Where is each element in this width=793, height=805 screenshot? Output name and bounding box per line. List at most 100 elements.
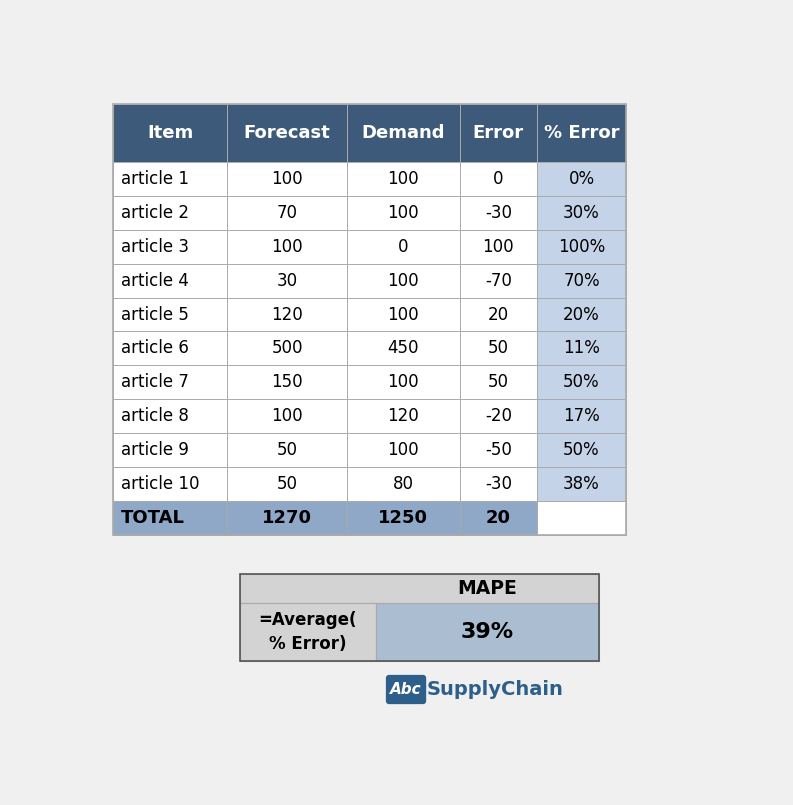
Text: 11%: 11%: [563, 340, 600, 357]
Text: article 4: article 4: [121, 271, 189, 290]
Text: article 3: article 3: [121, 237, 189, 256]
Bar: [347, 105, 459, 162]
Bar: [227, 162, 347, 196]
Text: 100: 100: [271, 170, 303, 188]
Text: 150: 150: [271, 374, 303, 391]
Bar: [537, 332, 626, 365]
Text: Abc: Abc: [390, 682, 422, 697]
Text: 100: 100: [271, 407, 303, 425]
Text: 50%: 50%: [563, 441, 600, 459]
Bar: [459, 365, 537, 399]
Text: 0: 0: [398, 237, 408, 256]
Bar: [459, 433, 537, 467]
Bar: [537, 365, 626, 399]
Text: 0%: 0%: [569, 170, 595, 188]
Bar: [347, 467, 459, 501]
Text: 70%: 70%: [563, 271, 600, 290]
Text: 20%: 20%: [563, 306, 600, 324]
Text: article 2: article 2: [121, 204, 189, 222]
Bar: [113, 229, 227, 264]
Text: -50: -50: [485, 441, 511, 459]
Bar: [459, 162, 537, 196]
Text: SupplyChain: SupplyChain: [427, 680, 564, 699]
Bar: [113, 467, 227, 501]
Text: 39%: 39%: [461, 622, 514, 642]
Bar: [113, 399, 227, 433]
Text: 80: 80: [393, 475, 414, 493]
Text: 50: 50: [277, 441, 297, 459]
Bar: [227, 196, 347, 229]
Text: 50%: 50%: [563, 374, 600, 391]
Text: 120: 120: [388, 407, 419, 425]
Bar: [347, 264, 459, 298]
Bar: [459, 229, 537, 264]
Text: Forecast: Forecast: [243, 124, 331, 142]
Bar: [113, 332, 227, 365]
Bar: [227, 229, 347, 264]
Bar: [459, 399, 537, 433]
Bar: [537, 298, 626, 332]
Bar: [227, 467, 347, 501]
Bar: [347, 399, 459, 433]
Bar: [227, 105, 347, 162]
Text: -20: -20: [485, 407, 511, 425]
Bar: [113, 298, 227, 332]
Text: article 1: article 1: [121, 170, 189, 188]
Bar: [537, 229, 626, 264]
Text: 100: 100: [388, 441, 419, 459]
Bar: [113, 105, 227, 162]
Text: Error: Error: [473, 124, 524, 142]
Text: -70: -70: [485, 271, 511, 290]
Bar: [376, 603, 599, 661]
Bar: [240, 603, 376, 661]
Bar: [459, 264, 537, 298]
Text: 30: 30: [277, 271, 297, 290]
Text: article 8: article 8: [121, 407, 189, 425]
Bar: [459, 298, 537, 332]
Bar: [537, 162, 626, 196]
Bar: [347, 229, 459, 264]
Bar: [347, 365, 459, 399]
Bar: [459, 105, 537, 162]
Bar: [113, 105, 626, 535]
Text: article 7: article 7: [121, 374, 189, 391]
Text: 120: 120: [271, 306, 303, 324]
Text: 20: 20: [488, 306, 509, 324]
Bar: [240, 574, 599, 661]
Text: 17%: 17%: [563, 407, 600, 425]
Bar: [113, 433, 227, 467]
Bar: [113, 264, 227, 298]
Text: =Average(
% Error): =Average( % Error): [259, 611, 357, 653]
Bar: [227, 501, 347, 535]
Bar: [347, 433, 459, 467]
Bar: [537, 501, 626, 535]
Bar: [113, 162, 227, 196]
Text: 450: 450: [388, 340, 419, 357]
Text: 100: 100: [388, 306, 419, 324]
Bar: [347, 332, 459, 365]
Text: 30%: 30%: [563, 204, 600, 222]
Text: 100: 100: [271, 237, 303, 256]
Bar: [537, 433, 626, 467]
Text: 100%: 100%: [558, 237, 605, 256]
Bar: [113, 365, 227, 399]
Bar: [227, 365, 347, 399]
Text: article 10: article 10: [121, 475, 199, 493]
Text: 1250: 1250: [378, 509, 428, 526]
Text: Item: Item: [147, 124, 193, 142]
Text: 100: 100: [482, 237, 514, 256]
Text: article 5: article 5: [121, 306, 189, 324]
Bar: [347, 501, 459, 535]
Text: 100: 100: [388, 271, 419, 290]
Bar: [459, 332, 537, 365]
Text: -30: -30: [485, 475, 511, 493]
Bar: [459, 501, 537, 535]
Text: -30: -30: [485, 204, 511, 222]
Text: 0: 0: [493, 170, 504, 188]
Bar: [537, 399, 626, 433]
Text: MAPE: MAPE: [458, 579, 517, 598]
Bar: [537, 105, 626, 162]
Text: 50: 50: [488, 374, 509, 391]
Bar: [113, 196, 227, 229]
Bar: [227, 332, 347, 365]
